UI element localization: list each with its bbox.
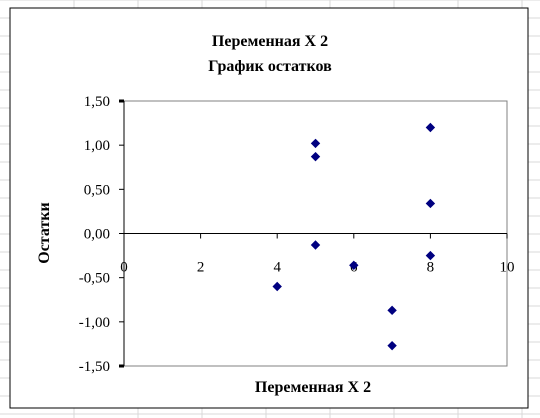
data-point bbox=[310, 138, 321, 149]
x-tick-label: 0 bbox=[120, 260, 128, 276]
y-tick-label: -1,00 bbox=[79, 315, 110, 331]
data-point bbox=[425, 250, 436, 261]
y-tick-label: 0,00 bbox=[84, 227, 110, 243]
y-tick-label: 1,50 bbox=[84, 94, 110, 110]
x-tick-label: 2 bbox=[197, 260, 205, 276]
data-point bbox=[425, 198, 436, 209]
data-point bbox=[349, 260, 359, 271]
data-point bbox=[425, 122, 436, 133]
y-tick-label: 1,00 bbox=[84, 138, 110, 154]
data-point bbox=[387, 305, 397, 316]
y-tick-label: -1,50 bbox=[79, 359, 110, 375]
data-point bbox=[272, 281, 282, 292]
data-point bbox=[310, 240, 321, 250]
chart-title: Переменная X 2 bbox=[212, 33, 328, 50]
data-point bbox=[387, 340, 397, 351]
x-tick-label: 10 bbox=[500, 260, 515, 276]
y-tick-labels: 1,50 1,00 0,50 0,00 -0,50 -1,00 -1,50 bbox=[79, 94, 110, 375]
y-axis-title: Остатки bbox=[36, 202, 53, 263]
chart-subtitle: График остатков bbox=[208, 58, 332, 75]
y-tick-label: -0,50 bbox=[79, 271, 110, 287]
y-tick-label: 0,50 bbox=[84, 182, 110, 198]
data-point bbox=[310, 151, 321, 162]
data-points bbox=[272, 122, 436, 351]
x-tick-label: 8 bbox=[427, 260, 435, 276]
x-axis-title: Переменная X 2 bbox=[255, 379, 371, 396]
x-tick-label: 4 bbox=[273, 260, 281, 276]
axes bbox=[119, 99, 508, 368]
